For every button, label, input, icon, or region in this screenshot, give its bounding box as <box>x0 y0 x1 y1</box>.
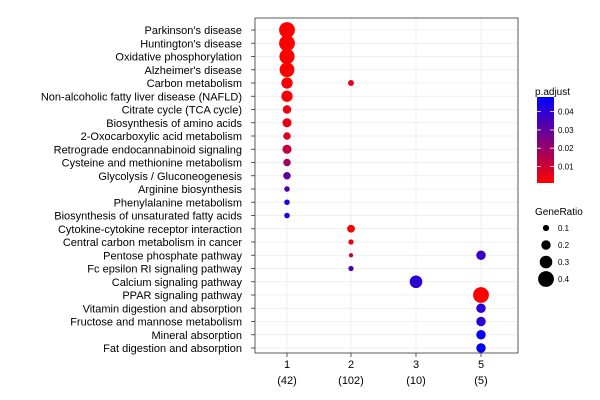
y-tick-label: Arginine biosynthesis <box>138 184 242 196</box>
x-tick-label: 5 <box>478 359 484 371</box>
data-point <box>348 239 354 245</box>
y-tick-label: Fructose and mannose metabolism <box>70 317 242 329</box>
color-legend-title: p.adjust <box>535 87 570 98</box>
size-legend-label: 0.2 <box>558 241 570 250</box>
x-tick-label: 1 <box>284 359 290 371</box>
size-legend-label: 0.1 <box>558 224 570 233</box>
panel-border <box>254 17 519 354</box>
y-tick-label: Fc epsilon RI signaling pathway <box>87 264 242 276</box>
data-point <box>476 316 486 327</box>
y-tick-label: Oxidative phosphorylation <box>115 52 242 64</box>
data-point <box>348 265 354 272</box>
y-tick-label: Carbon metabolism <box>147 78 242 90</box>
y-tick-label: Retrograde endocannabinoid signaling <box>54 144 242 156</box>
data-point <box>348 80 354 86</box>
y-tick-label: 2-Oxocarboxylic acid metabolism <box>81 131 242 143</box>
data-point <box>282 105 292 114</box>
data-point <box>282 144 292 154</box>
data-point <box>284 186 290 192</box>
x-tick-count: (102) <box>338 375 364 387</box>
size-legend-dot <box>539 255 553 269</box>
data-point <box>283 172 291 180</box>
size-legend: GeneRatio 0.1 0.2 0.3 0.4 <box>535 207 583 287</box>
data-point <box>476 303 486 313</box>
data-point <box>281 90 293 102</box>
x-tick-label: 3 <box>413 359 419 371</box>
color-bar-tick-label: 0.03 <box>558 126 574 135</box>
x-axis-labels: 1 (42) 2 (102) 3 (10) 5 (5) <box>277 353 488 387</box>
y-tick-label: Calcium signaling pathway <box>112 277 243 289</box>
data-point <box>476 330 486 340</box>
data-point <box>284 212 290 219</box>
data-points <box>279 22 489 353</box>
x-tick-count: (42) <box>277 375 297 387</box>
y-tick-label: Non-alcoholic fatty liver disease (NAFLD… <box>41 91 242 103</box>
y-tick-label: Citrate cycle (TCA cycle) <box>122 105 242 117</box>
x-tick-count: (10) <box>406 375 426 387</box>
data-point <box>476 343 486 353</box>
size-legend-dot <box>538 271 554 287</box>
size-legend-dot <box>542 224 550 232</box>
y-tick-label: Biosynthesis of unsaturated fatty acids <box>54 211 242 223</box>
data-point <box>283 132 291 140</box>
y-tick-label: Parkinson's disease <box>145 25 243 37</box>
y-tick-label: Cytokine-cytokine receptor interaction <box>58 224 242 236</box>
data-point <box>283 158 291 167</box>
y-tick-label: Glycolysis / Gluconeogenesis <box>98 171 242 183</box>
y-tick-label: Fat digestion and absorption <box>103 343 242 355</box>
data-point <box>282 118 292 128</box>
y-tick-label: PPAR signaling pathway <box>122 290 242 302</box>
color-bar-tick-label: 0.02 <box>558 144 574 153</box>
y-tick-label: Phenylalanine metabolism <box>114 197 242 209</box>
data-point <box>347 224 355 233</box>
data-point <box>473 287 489 303</box>
data-point <box>279 48 295 65</box>
y-tick-label: Vitamin digestion and absorption <box>83 303 242 315</box>
size-legend-dot <box>541 240 551 250</box>
data-point <box>409 275 423 289</box>
y-tick-label: Huntington's disease <box>140 38 242 50</box>
x-tick-count: (5) <box>474 375 487 387</box>
y-tick-label: Central carbon metabolism in cancer <box>63 237 242 249</box>
data-point <box>279 62 295 78</box>
y-tick-label: Biosynthesis of amino acids <box>106 118 242 130</box>
color-legend: p.adjust 0.01 0.02 0.03 0.04 <box>535 87 574 183</box>
y-tick-label: Mineral absorption <box>152 330 243 342</box>
data-point <box>284 199 290 206</box>
color-bar <box>537 97 554 183</box>
x-tick-label: 2 <box>348 359 354 371</box>
size-legend-items: 0.1 0.2 0.3 0.4 <box>538 224 570 287</box>
size-legend-label: 0.3 <box>558 258 570 267</box>
data-point <box>281 77 293 89</box>
size-legend-label: 0.4 <box>558 275 570 284</box>
y-tick-label: Cysteine and methionine metabolism <box>62 158 242 170</box>
y-tick-label: Pentose phosphate pathway <box>103 250 242 262</box>
color-bar-ticks: 0.01 0.02 0.03 0.04 <box>537 108 574 172</box>
color-bar-tick-label: 0.01 <box>558 163 574 172</box>
data-point <box>348 253 354 258</box>
size-legend-title: GeneRatio <box>535 207 583 218</box>
y-tick-label: Alzheimer's disease <box>145 65 242 77</box>
data-point <box>279 35 295 52</box>
data-point <box>279 22 295 38</box>
color-bar-tick-label: 0.04 <box>558 108 574 117</box>
data-point <box>476 250 486 260</box>
